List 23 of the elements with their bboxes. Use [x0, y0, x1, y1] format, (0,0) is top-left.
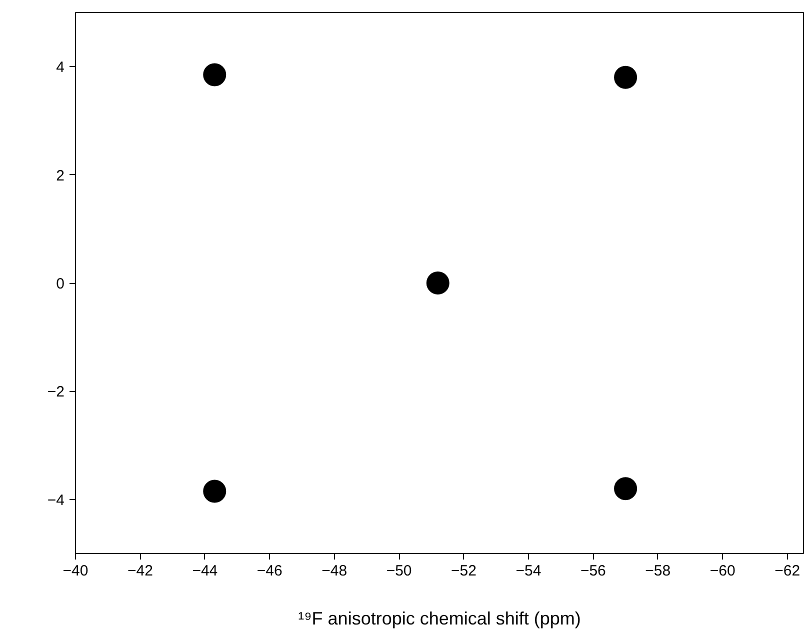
point	[614, 66, 638, 89]
point	[203, 63, 226, 86]
y-tick-label: −4	[47, 492, 65, 509]
x-axis-title: ¹⁹F anisotropic chemical shift (ppm)	[298, 608, 581, 628]
y-tick-label: 2	[56, 167, 64, 184]
x-tick-label: −50	[386, 562, 412, 580]
x-tick-label: −58	[645, 562, 671, 580]
point	[426, 272, 450, 294]
point	[614, 477, 638, 500]
x-tick-label: −46	[256, 562, 282, 580]
x-tick-label: −40	[62, 562, 88, 580]
x-tick-label: −60	[710, 562, 736, 580]
x-tick-label: −42	[127, 562, 153, 580]
x-tick-label: −56	[580, 562, 606, 580]
x-tick-label: −52	[451, 562, 476, 580]
point	[203, 480, 226, 503]
x-tick-label: −44	[192, 562, 218, 580]
x-tick-label: −62	[774, 562, 800, 580]
x-tick-label: −48	[322, 562, 348, 580]
x-tick-label: −54	[516, 562, 542, 580]
y-tick-label: 4	[56, 59, 64, 76]
y-tick-label: 0	[56, 276, 64, 292]
y-tick-label: −2	[47, 384, 65, 401]
